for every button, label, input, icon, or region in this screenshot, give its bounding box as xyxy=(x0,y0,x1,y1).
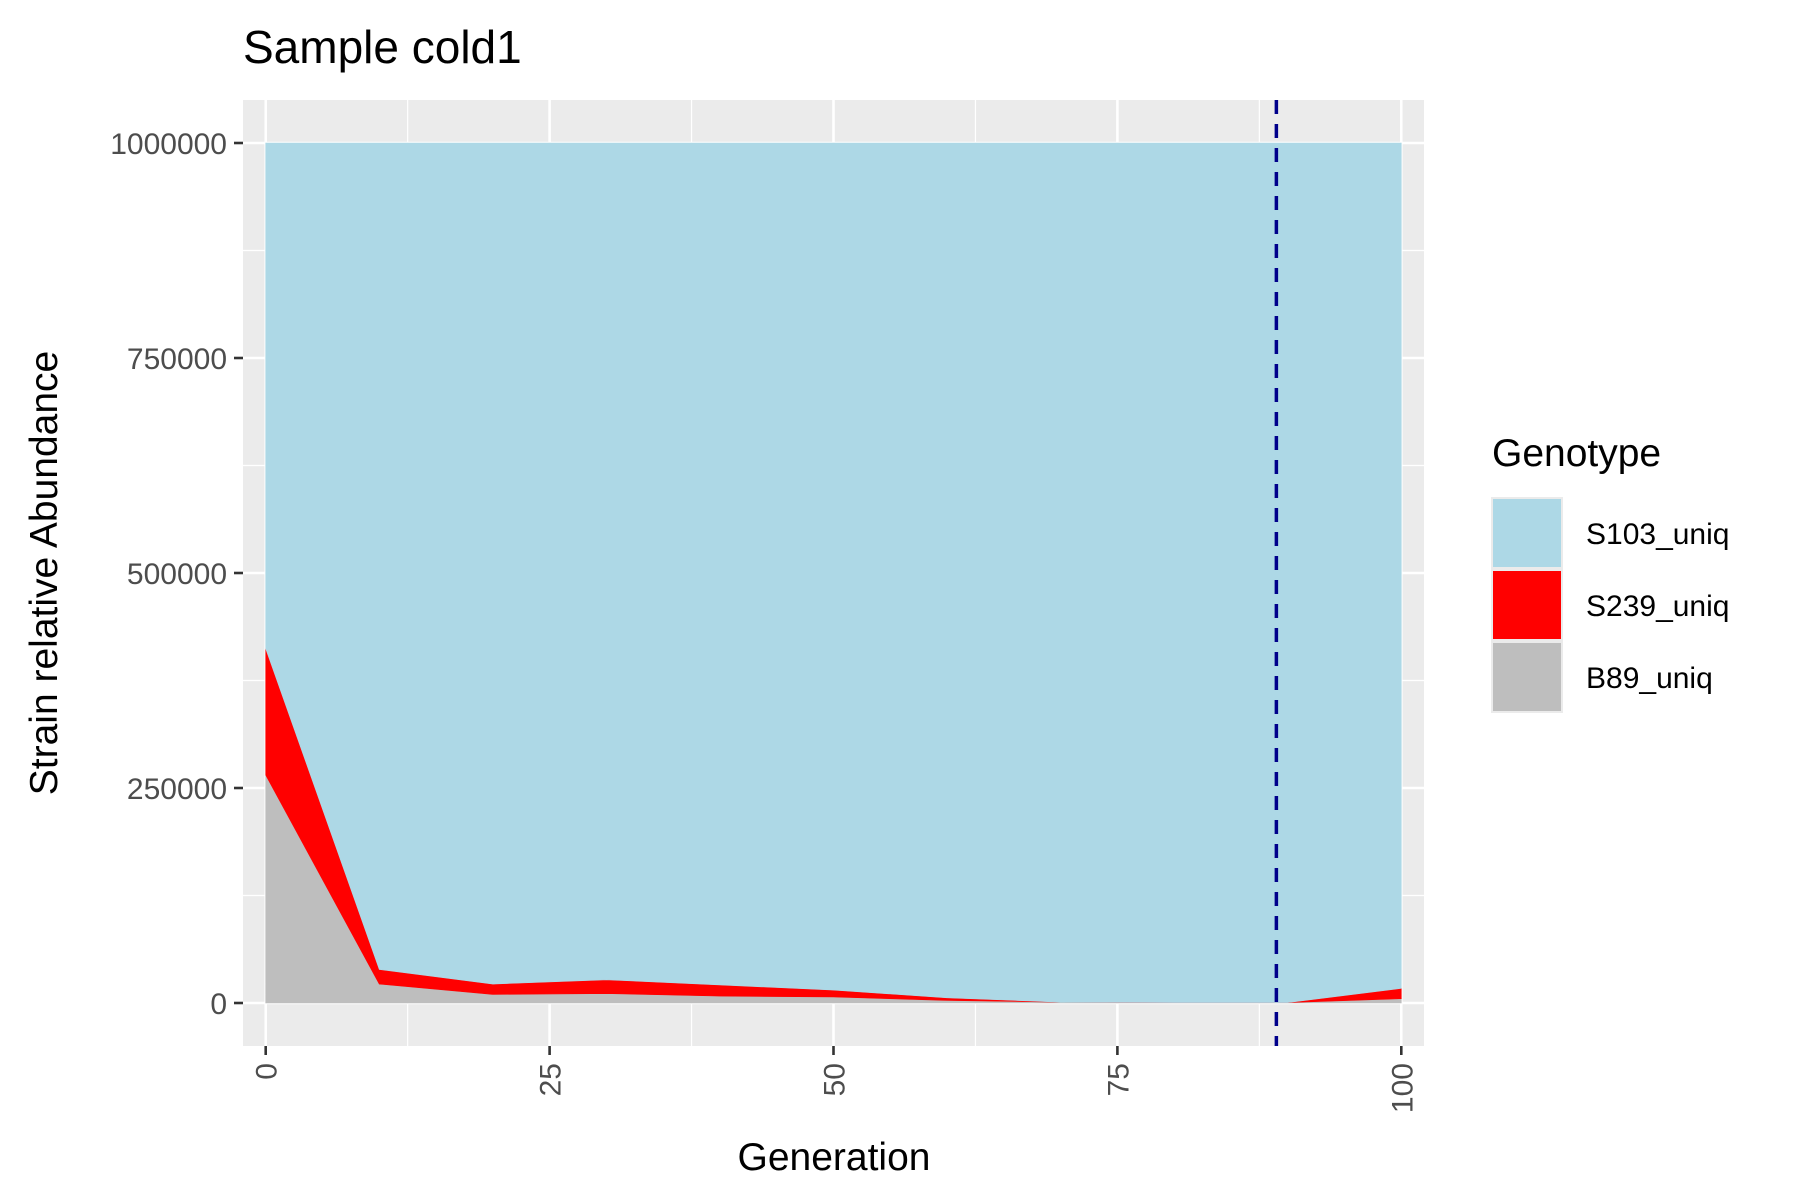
area-s103-uniq xyxy=(265,142,1402,1003)
legend: Genotype S103_uniq S239_uniq B89_uniq xyxy=(1491,432,1729,713)
x-tick-label: 50 xyxy=(819,1063,852,1096)
x-tick-label: 25 xyxy=(535,1063,568,1096)
y-tick-label: 500000 xyxy=(127,558,227,591)
legend-label: S239_uniq xyxy=(1586,590,1729,623)
legend-key xyxy=(1491,497,1563,569)
y-axis: 0 250000 500000 750000 1000000 xyxy=(110,128,243,1021)
legend-key xyxy=(1491,569,1563,641)
legend-label: S103_uniq xyxy=(1586,518,1729,551)
legend-title: Genotype xyxy=(1492,432,1661,475)
legend-label: B89_uniq xyxy=(1586,662,1713,695)
x-tick-label: 75 xyxy=(1102,1063,1135,1096)
y-tick-label: 750000 xyxy=(127,343,227,376)
y-tick-label: 1000000 xyxy=(110,128,227,161)
stacked-areas xyxy=(265,142,1402,1004)
x-axis-title: Generation xyxy=(738,1136,931,1179)
y-tick-label: 250000 xyxy=(127,773,227,806)
x-axis: 0 25 50 75 100 xyxy=(251,1046,1419,1113)
y-tick-label: 0 xyxy=(210,988,227,1021)
y-axis-title: Strain relative Abundance xyxy=(23,351,66,795)
chart-title: Sample cold1 xyxy=(243,21,522,73)
x-tick-label: 100 xyxy=(1386,1063,1419,1113)
x-tick-label: 0 xyxy=(251,1063,284,1080)
legend-key xyxy=(1491,641,1563,713)
